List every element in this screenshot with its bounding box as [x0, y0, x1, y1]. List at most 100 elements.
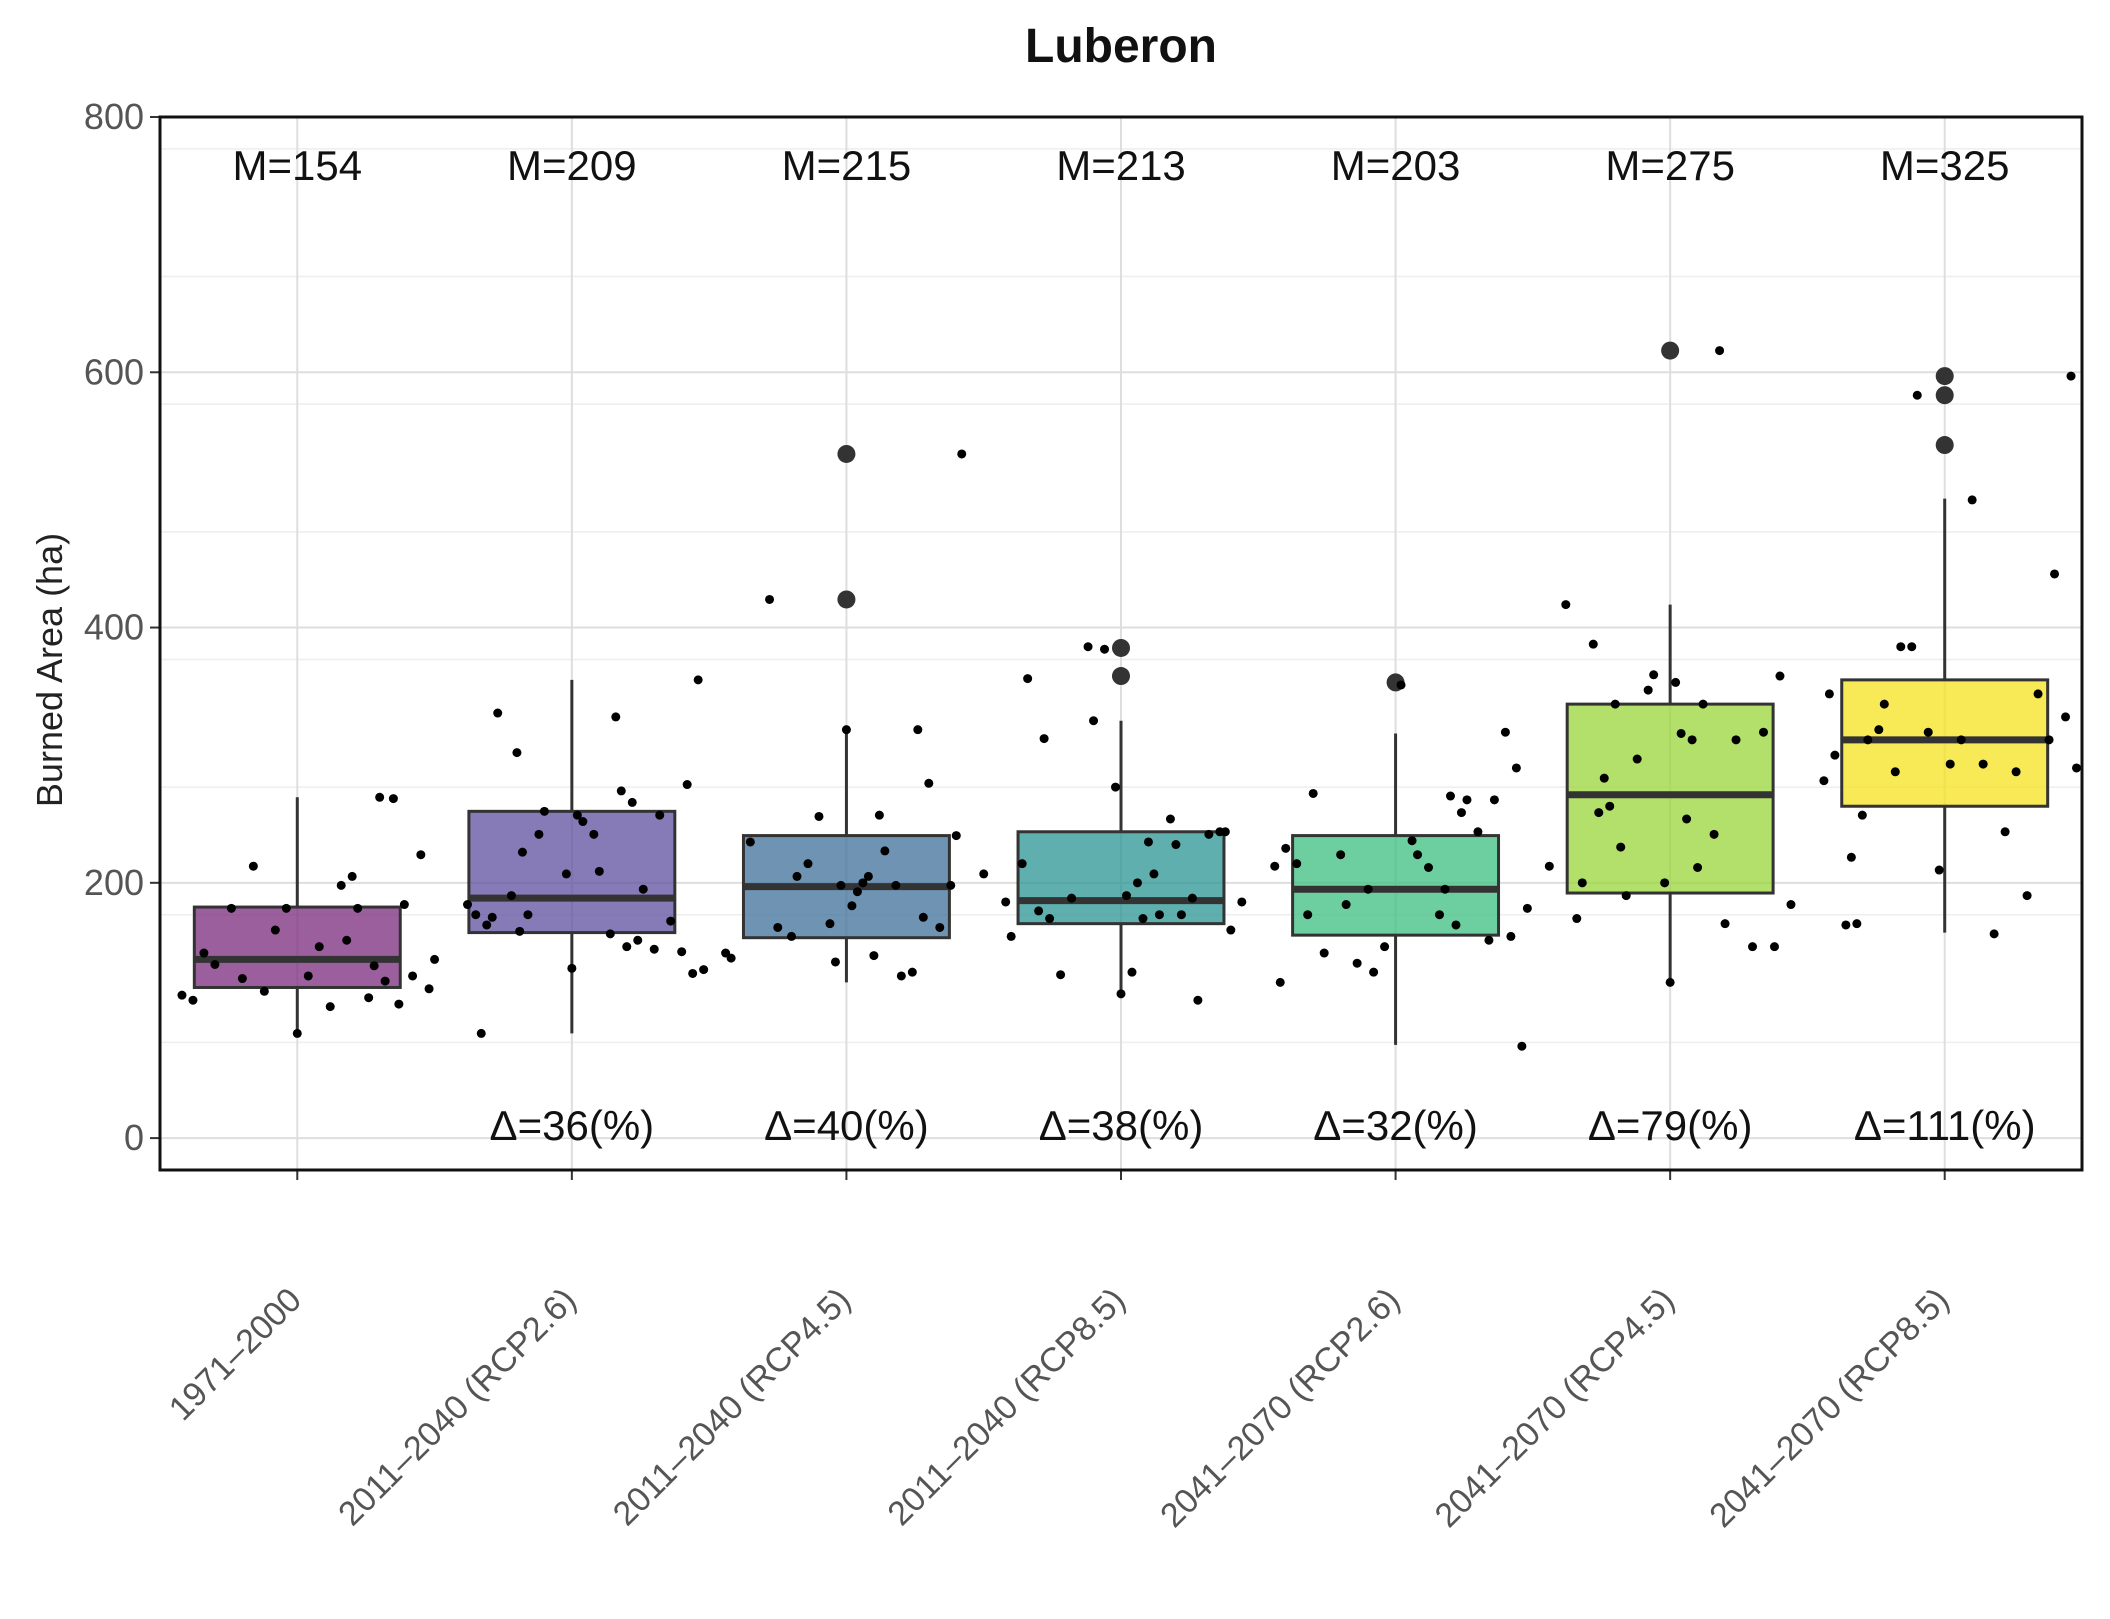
data-point [2050, 569, 2060, 579]
data-point [594, 866, 604, 876]
data-point [874, 810, 884, 820]
data-point [726, 953, 736, 963]
data-point [1281, 843, 1291, 853]
box-series [192, 341, 2050, 1045]
data-point [1435, 910, 1445, 920]
y-tick-label: 800 [84, 96, 144, 137]
data-point [380, 976, 390, 986]
data-point [688, 968, 698, 978]
data-point [515, 926, 525, 936]
data-point [281, 903, 291, 913]
data-point [471, 910, 481, 920]
data-point [1100, 644, 1110, 654]
data-point [1544, 861, 1554, 871]
data-point [482, 920, 492, 930]
data-point [1643, 685, 1653, 695]
data-point [858, 878, 868, 888]
data-point [523, 910, 533, 920]
data-point [1204, 829, 1214, 839]
data-point [572, 810, 582, 820]
data-point [1292, 859, 1302, 869]
data-point [1605, 801, 1615, 811]
data-point [814, 811, 824, 821]
data-point [1089, 716, 1099, 726]
data-point [1879, 699, 1889, 709]
data-point [1852, 919, 1862, 929]
data-point [1017, 859, 1027, 869]
box-4 [1291, 834, 1501, 937]
data-point [1319, 948, 1329, 958]
delta-label: Δ=111(%) [1854, 1102, 2036, 1149]
data-point [1682, 814, 1692, 824]
data-point [1445, 791, 1455, 801]
data-point [880, 846, 890, 856]
data-point [1407, 836, 1417, 846]
jitter-points [177, 346, 2082, 1051]
data-point [792, 871, 802, 881]
data-point [1451, 920, 1461, 930]
data-point [177, 990, 187, 1000]
data-point [2061, 712, 2071, 722]
data-point [1632, 754, 1642, 764]
data-point [1517, 1041, 1527, 1051]
data-point [896, 971, 906, 981]
data-point [907, 967, 917, 977]
data-point [2011, 767, 2021, 777]
data-point [1830, 750, 1840, 760]
data-point [534, 829, 544, 839]
data-point [1907, 642, 1917, 652]
data-point [1693, 863, 1703, 873]
data-point [1588, 639, 1598, 649]
x-tick-label: 2041–2070 (RCP2.6) [1153, 1281, 1407, 1535]
data-point [1440, 884, 1450, 894]
delta-label: Δ=40(%) [764, 1102, 929, 1149]
data-point [1484, 935, 1494, 945]
data-point [1967, 495, 1977, 505]
data-point [1165, 814, 1175, 824]
data-point [1039, 734, 1049, 744]
data-point [1660, 878, 1670, 888]
data-point [1819, 776, 1829, 786]
data-point [836, 880, 846, 890]
data-point [1083, 642, 1093, 652]
data-point [918, 912, 928, 922]
box-0 [192, 905, 402, 989]
data-point [210, 960, 220, 970]
data-point [1023, 674, 1033, 684]
data-point [913, 725, 923, 735]
data-point [342, 935, 352, 945]
data-point [957, 449, 967, 459]
data-point [487, 912, 497, 922]
data-point [347, 871, 357, 881]
data-point [1731, 735, 1741, 745]
data-point [863, 871, 873, 881]
data-point [476, 1028, 486, 1038]
data-point [1748, 942, 1758, 952]
data-point [1456, 808, 1466, 818]
delta-label: Δ=32(%) [1313, 1102, 1478, 1149]
outlier-point [1935, 436, 1954, 455]
data-point [1056, 970, 1066, 980]
data-point [1132, 878, 1142, 888]
data-point [1594, 808, 1604, 818]
x-tick-label: 2011–2040 (RCP4.5) [606, 1281, 858, 1533]
data-point [1912, 390, 1922, 400]
x-tick-label: 2011–2040 (RCP2.6) [331, 1281, 583, 1533]
data-point [1599, 773, 1609, 783]
data-point [1001, 897, 1011, 907]
data-point [1336, 850, 1346, 860]
data-point [430, 954, 440, 964]
data-point [1890, 767, 1900, 777]
data-point [2066, 371, 2076, 381]
data-point [1149, 869, 1159, 879]
data-point [1665, 977, 1675, 987]
outlier-point [837, 444, 856, 463]
data-point [1116, 989, 1126, 999]
data-point [979, 869, 989, 879]
data-point [1226, 925, 1236, 935]
data-point [745, 837, 755, 847]
data-point [270, 925, 280, 935]
data-point [1275, 977, 1285, 987]
box-5 [1565, 702, 1775, 895]
data-point [199, 948, 209, 958]
